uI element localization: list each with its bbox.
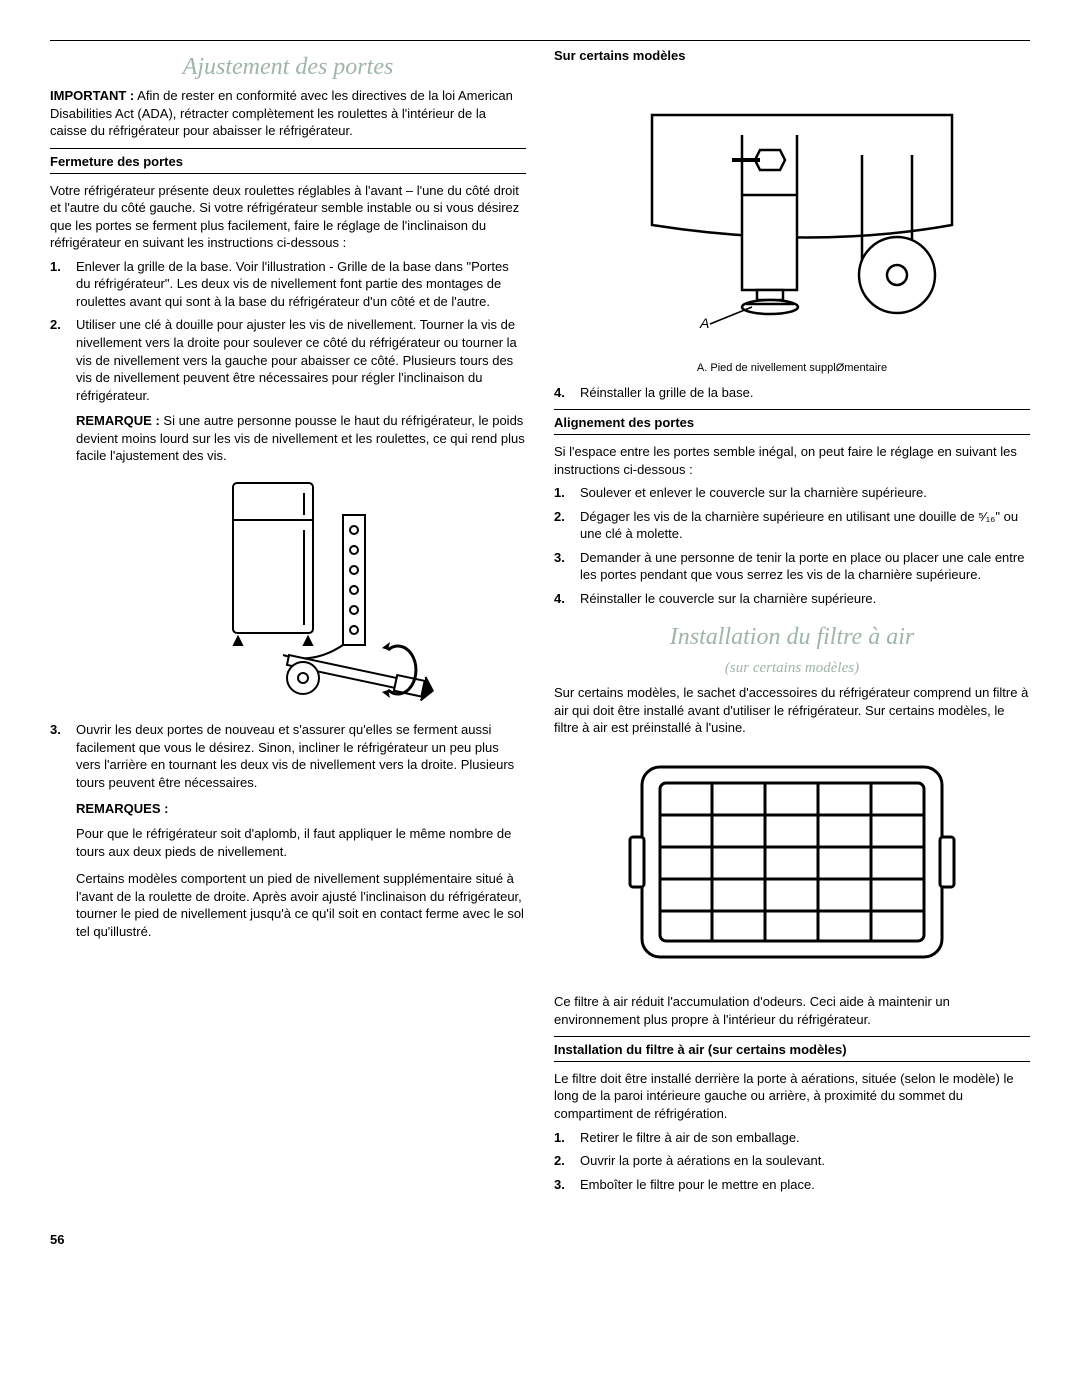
item-number: 2. <box>50 316 61 334</box>
remarques-label: REMARQUES : <box>76 801 168 816</box>
section-subtitle: (sur certains modèles) <box>554 658 1030 678</box>
section-title-ajustement: Ajustement des portes <box>50 51 526 83</box>
list-item: 3. Emboîter le filtre pour le mettre en p… <box>554 1176 1030 1194</box>
item-number: 3. <box>50 721 61 739</box>
ordered-list: 1. Enlever la grille de la base. Voir l'i… <box>50 258 526 404</box>
item-text: Retirer le filtre à air de son emballage… <box>580 1130 800 1145</box>
divider <box>554 434 1030 435</box>
list-item: 4. Réinstaller le couvercle sur la charni… <box>554 590 1030 608</box>
item-text: Soulever et enlever le couvercle sur la … <box>580 485 927 500</box>
intro-paragraph: IMPORTANT : Afin de rester en conformité… <box>50 87 526 140</box>
item-number: 3. <box>554 1176 565 1194</box>
item-number: 3. <box>554 549 565 567</box>
remarque-item: Certains modèles comportent un pied de n… <box>76 870 526 940</box>
item-text: Utiliser une clé à douille pour ajuster … <box>76 317 517 402</box>
item-number: 1. <box>50 258 61 276</box>
item-text: Ouvrir la porte à aérations en la soulev… <box>580 1153 825 1168</box>
item-text: Demander à une personne de tenir la port… <box>580 550 1024 583</box>
leveling-illustration <box>138 475 438 705</box>
remarque-paragraph: REMARQUE : Si une autre personne pousse … <box>50 412 526 465</box>
right-column: Sur certains modèles <box>554 47 1030 1201</box>
item-text: Enlever la grille de la base. Voir l'ill… <box>76 259 509 309</box>
page-number: 56 <box>50 1231 1030 1249</box>
figure-label-a: A <box>699 315 709 331</box>
item-number: 1. <box>554 1129 565 1147</box>
top-rule <box>50 40 1030 41</box>
divider <box>554 409 1030 410</box>
sub-heading-fermeture: Fermeture des portes <box>50 153 526 171</box>
list-item: 2. Dégager les vis de la charnière supéri… <box>554 508 1030 543</box>
paragraph: Si l'espace entre les portes semble inég… <box>554 443 1030 478</box>
remarques-block: REMARQUES : Pour que le réfrigérateur so… <box>50 800 526 941</box>
paragraph: Ce filtre à air réduit l'accumulation d'… <box>554 993 1030 1028</box>
figure-refrigerator-leveling <box>50 475 526 710</box>
paragraph: Votre réfrigérateur présente deux roulet… <box>50 182 526 252</box>
list-item: 1. Soulever et enlever le couvercle sur l… <box>554 484 1030 502</box>
section-title-filtre: Installation du filtre à air <box>554 621 1030 653</box>
item-number: 1. <box>554 484 565 502</box>
list-item: 3. Demander à une personne de tenir la po… <box>554 549 1030 584</box>
item-text: Emboîter le filtre pour le mettre en pla… <box>580 1177 815 1192</box>
divider <box>50 173 526 174</box>
item-text: Ouvrir les deux portes de nouveau et s'a… <box>76 722 514 790</box>
list-item: 2. Ouvrir la porte à aérations en la soul… <box>554 1152 1030 1170</box>
ordered-list: 1. Soulever et enlever le couvercle sur l… <box>554 484 1030 607</box>
list-item: 2. Utiliser une clé à douille pour ajuste… <box>50 316 526 404</box>
item-number: 2. <box>554 508 565 526</box>
paragraph: Sur certains modèles, le sachet d'access… <box>554 684 1030 737</box>
item-number: 2. <box>554 1152 565 1170</box>
list-item: 1. Enlever la grille de la base. Voir l'i… <box>50 258 526 311</box>
sub-heading-install-filtre: Installation du filtre à air (sur certai… <box>554 1041 1030 1059</box>
ordered-list: 1. Retirer le filtre à air de son emballa… <box>554 1129 1030 1194</box>
figure-caption: A. Pied de nivellement supplØmentaire <box>554 361 1030 376</box>
list-item: 3. Ouvrir les deux portes de nouveau et s… <box>50 721 526 791</box>
filter-illustration <box>612 747 972 977</box>
item-number: 4. <box>554 384 565 402</box>
divider <box>50 148 526 149</box>
item-text: Réinstaller le couvercle sur la charnièr… <box>580 591 876 606</box>
ordered-list: 3. Ouvrir les deux portes de nouveau et s… <box>50 721 526 791</box>
paragraph: Le filtre doit être installé derrière la… <box>554 1070 1030 1123</box>
remarque-label: REMARQUE : <box>76 413 160 428</box>
ordered-list: 4. Réinstaller la grille de la base. <box>554 384 1030 402</box>
sub-heading-alignement: Alignement des portes <box>554 414 1030 432</box>
item-text: Réinstaller la grille de la base. <box>580 385 753 400</box>
remarque-item: Pour que le réfrigérateur soit d'aplomb,… <box>76 825 526 860</box>
sub-heading-modeles: Sur certains modèles <box>554 47 1030 65</box>
item-number: 4. <box>554 590 565 608</box>
important-label: IMPORTANT : <box>50 88 134 103</box>
left-column: Ajustement des portes IMPORTANT : Afin d… <box>50 47 526 1201</box>
list-item: 1. Retirer le filtre à air de son emballa… <box>554 1129 1030 1147</box>
divider <box>554 1061 1030 1062</box>
foot-illustration: A <box>612 75 972 345</box>
divider <box>554 1036 1030 1037</box>
figure-leveling-foot: A <box>554 75 1030 350</box>
figure-air-filter <box>554 747 1030 982</box>
list-item: 4. Réinstaller la grille de la base. <box>554 384 1030 402</box>
two-column-layout: Ajustement des portes IMPORTANT : Afin d… <box>50 47 1030 1201</box>
item-text: Dégager les vis de la charnière supérieu… <box>580 509 1018 542</box>
